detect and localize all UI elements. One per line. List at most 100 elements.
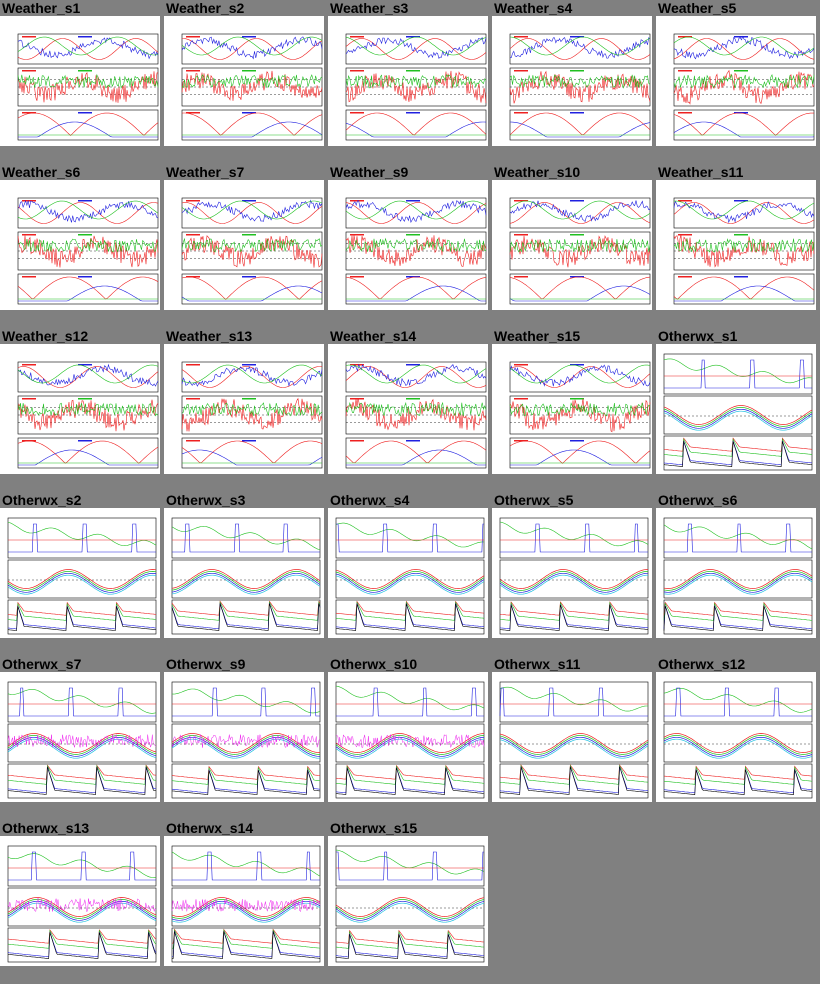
series-line xyxy=(509,364,651,384)
plot-thumbnail[interactable] xyxy=(492,672,652,802)
legend-mark xyxy=(242,112,256,114)
plot-box xyxy=(663,599,813,635)
series-line xyxy=(335,899,485,919)
plot-box xyxy=(7,559,157,599)
plot-thumbnail[interactable] xyxy=(492,344,652,474)
series-line xyxy=(181,199,323,222)
series-line xyxy=(181,276,323,300)
series-line xyxy=(181,36,323,56)
plot-box xyxy=(181,273,323,305)
plot-thumbnail[interactable] xyxy=(328,344,488,474)
series-line xyxy=(335,574,485,595)
series-line xyxy=(673,112,815,136)
legend-mark xyxy=(406,70,420,72)
tile-title: Weather_s10 xyxy=(494,164,581,180)
series-line xyxy=(7,929,157,949)
plot-thumbnail[interactable] xyxy=(656,344,816,474)
legend-mark xyxy=(406,398,420,400)
series-line xyxy=(345,363,487,387)
series-line xyxy=(499,604,649,630)
series-line xyxy=(509,74,651,89)
plot-image xyxy=(663,681,813,799)
plot-box xyxy=(171,559,321,599)
plot-box xyxy=(7,845,157,887)
series-line xyxy=(345,38,487,60)
plot-thumbnail[interactable] xyxy=(164,344,324,474)
legend-mark xyxy=(734,112,748,114)
legend-mark xyxy=(78,112,92,114)
series-line xyxy=(664,687,812,717)
plot-thumbnail[interactable] xyxy=(328,180,488,310)
series-line xyxy=(345,73,487,89)
series-line xyxy=(7,766,157,794)
plot-box xyxy=(7,887,157,927)
plot-thumbnail[interactable] xyxy=(0,16,160,146)
series-line xyxy=(171,734,321,749)
series-line xyxy=(171,928,321,949)
series-line xyxy=(673,200,815,224)
plot-box xyxy=(171,599,321,635)
series-line xyxy=(663,769,813,795)
series-line xyxy=(509,235,651,268)
tile-title: Otherwx_s2 xyxy=(2,492,82,508)
legend-mark xyxy=(186,364,200,366)
plot-thumbnail[interactable] xyxy=(328,16,488,146)
plot-thumbnail[interactable] xyxy=(0,508,160,638)
series-line xyxy=(181,202,323,224)
plot-image xyxy=(335,517,485,635)
plot-thumbnail[interactable] xyxy=(164,672,324,802)
series-line xyxy=(509,285,651,302)
plot-image xyxy=(17,197,159,305)
plot-box xyxy=(335,927,485,963)
plot-image xyxy=(673,197,815,305)
series-line xyxy=(663,572,813,593)
series-line xyxy=(7,932,157,958)
legend-mark xyxy=(186,200,200,202)
series-line xyxy=(7,932,157,959)
tile-title: Otherwx_s5 xyxy=(494,492,574,508)
plot-box xyxy=(181,197,323,229)
plot-box xyxy=(171,845,321,887)
plot-box xyxy=(7,723,157,763)
plot-thumbnail[interactable] xyxy=(164,180,324,310)
series-line xyxy=(345,237,487,253)
plot-thumbnail[interactable] xyxy=(164,508,324,638)
legend-mark xyxy=(570,364,584,366)
series-line xyxy=(509,37,651,59)
series-line xyxy=(499,604,649,631)
series-line xyxy=(345,276,487,300)
plot-box xyxy=(499,517,649,559)
plot-thumbnail[interactable] xyxy=(492,16,652,146)
tile-title: Otherwx_s10 xyxy=(330,656,418,672)
series-line xyxy=(335,738,485,759)
plot-thumbnail[interactable] xyxy=(164,836,324,966)
plot-thumbnail[interactable] xyxy=(656,672,816,802)
plot-thumbnail[interactable] xyxy=(656,16,816,146)
series-line xyxy=(345,366,487,388)
plot-thumbnail[interactable] xyxy=(492,180,652,310)
series-line xyxy=(182,121,323,138)
plot-image xyxy=(663,517,813,635)
legend-mark xyxy=(350,398,364,400)
plot-thumbnail[interactable] xyxy=(492,508,652,638)
series-line xyxy=(509,440,651,464)
plot-thumbnail[interactable] xyxy=(656,180,816,310)
series-line xyxy=(509,36,651,56)
plot-thumbnail[interactable] xyxy=(656,508,816,638)
plot-box xyxy=(7,763,157,799)
plot-thumbnail[interactable] xyxy=(328,508,488,638)
series-line xyxy=(7,929,157,944)
plot-thumbnail[interactable] xyxy=(0,836,160,966)
plot-thumbnail[interactable] xyxy=(328,836,488,966)
plot-box xyxy=(509,273,651,305)
plot-thumbnail[interactable] xyxy=(328,672,488,802)
series-line xyxy=(17,71,159,103)
plot-thumbnail[interactable] xyxy=(0,344,160,474)
legend-mark xyxy=(514,112,528,114)
plot-thumbnail[interactable] xyxy=(0,672,160,802)
series-line xyxy=(335,764,485,780)
plot-thumbnail[interactable] xyxy=(164,16,324,146)
legend-mark xyxy=(570,234,584,236)
plot-thumbnail[interactable] xyxy=(0,180,160,310)
series-line xyxy=(335,767,485,794)
